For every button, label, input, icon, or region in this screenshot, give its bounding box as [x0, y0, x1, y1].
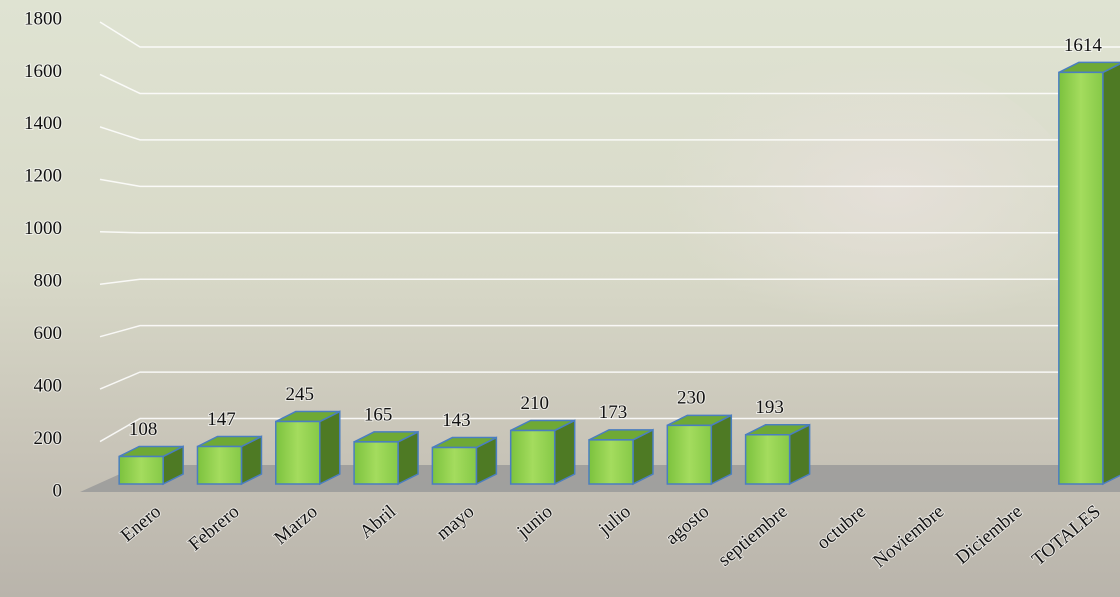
bar-front [431, 446, 478, 485]
value-label: 193 [755, 397, 784, 418]
grid-line [99, 178, 1120, 188]
y-tick-label: 800 [34, 271, 63, 292]
bar-front [1058, 71, 1104, 485]
bar [431, 436, 498, 486]
grid-line [99, 324, 1120, 338]
bar-side [1102, 63, 1120, 486]
bar-front [275, 420, 321, 485]
bar-front [588, 439, 634, 485]
y-tick-label: 0 [53, 480, 63, 501]
grid-line [99, 73, 1120, 95]
y-tick-label: 1200 [24, 166, 62, 187]
bar-front [744, 434, 791, 485]
bar [744, 423, 811, 486]
grid-line [99, 231, 1120, 234]
bar [196, 435, 263, 486]
grid-line [99, 278, 1120, 285]
value-label: 173 [599, 402, 628, 423]
bar [118, 445, 184, 486]
bar-side [553, 419, 576, 486]
grid-line [99, 21, 1120, 48]
y-tick-label: 400 [34, 375, 63, 396]
bar-front [666, 424, 713, 485]
value-label: 210 [520, 393, 549, 414]
value-label: 1614 [1064, 35, 1103, 56]
value-label: 108 [129, 419, 158, 440]
y-tick-label: 1400 [24, 113, 62, 134]
bar [353, 430, 419, 486]
y-tick-label: 1800 [24, 8, 62, 29]
grid-line [99, 371, 1120, 390]
bar-side [710, 414, 733, 486]
y-tick-label: 1600 [24, 61, 62, 82]
y-tick-label: 200 [34, 428, 63, 449]
grid-line [99, 417, 1120, 443]
bar [1058, 61, 1120, 486]
value-label: 245 [286, 384, 315, 405]
bar-side [319, 410, 341, 486]
bar-front [509, 429, 556, 485]
grid-line [99, 126, 1120, 141]
y-tick-label: 600 [34, 323, 63, 344]
bar [275, 410, 341, 486]
y-tick-label: 1000 [24, 218, 62, 239]
bar [509, 419, 576, 486]
bar-front [353, 441, 399, 485]
background-photo [430, 30, 1090, 430]
value-label: 143 [442, 410, 471, 431]
value-label: 147 [207, 409, 236, 430]
value-label: 165 [364, 404, 393, 425]
value-label: 230 [677, 388, 706, 409]
bar [666, 414, 733, 486]
bar-front [196, 445, 243, 485]
bar [588, 428, 654, 486]
bar-front [118, 455, 164, 485]
